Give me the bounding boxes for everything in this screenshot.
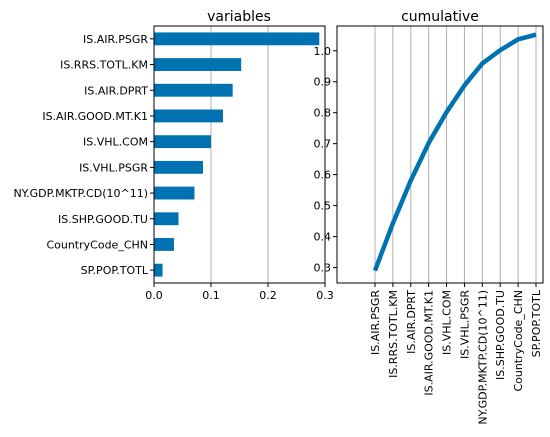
bar-8 bbox=[154, 238, 174, 251]
right-x-tick-label: IS.AIR.PSGR bbox=[369, 290, 382, 355]
left-category-label: NY.GDP.MKTP.CD(10^11) bbox=[13, 187, 148, 200]
right-x-tick-label: NY.GDP.MKTP.CD(10^11) bbox=[476, 290, 489, 425]
right-x-tick-label: CountryCode_CHN bbox=[512, 290, 525, 392]
left-x-tick-label: 0.1 bbox=[202, 289, 220, 302]
left-category-label: IS.SHP.GOOD.TU bbox=[58, 213, 148, 226]
cumulative-line bbox=[372, 32, 537, 272]
right-x-tick-label: IS.RRS.TOTL.KM bbox=[387, 290, 400, 378]
bar-4 bbox=[154, 135, 211, 149]
right-y-tick-label: 0.6 bbox=[314, 169, 332, 182]
left-category-label: IS.AIR.GOOD.MT.K1 bbox=[42, 110, 148, 123]
right-y-tick-label: 0.4 bbox=[314, 231, 332, 244]
bar-3 bbox=[154, 109, 223, 123]
left-x-tick-label: 0.2 bbox=[259, 289, 277, 302]
left-x-tick-label: 0.3 bbox=[316, 289, 334, 302]
right-x-tick-label: IS.AIR.GOOD.MT.K1 bbox=[423, 290, 436, 396]
left-bar-chart: IS.AIR.PSGR IS.RRS.TOTL.KM IS.AIR.DPRT IS.A… bbox=[13, 25, 334, 302]
right-x-tick-label: IS.SHP.GOOD.TU bbox=[494, 290, 507, 380]
left-category-label: IS.VHL.COM bbox=[83, 136, 148, 149]
left-chart-title: variables bbox=[207, 9, 271, 25]
right-x-tick-label: IS.VHL.PSGR bbox=[458, 290, 471, 359]
left-category-label: IS.AIR.PSGR bbox=[83, 33, 148, 46]
left-category-label: IS.AIR.DPRT bbox=[84, 84, 148, 97]
right-line-chart: 0.3 0.4 0.5 0.6 0.7 0.8 0.9 1.0 IS.AIR.PSGR IS.RR… bbox=[314, 25, 544, 425]
bar-7 bbox=[154, 212, 179, 226]
bar-9 bbox=[154, 263, 163, 277]
bar-2 bbox=[154, 83, 233, 97]
bar-0 bbox=[154, 32, 320, 46]
left-category-label: IS.RRS.TOTL.KM bbox=[60, 59, 148, 72]
left-category-label: CountryCode_CHN bbox=[46, 238, 148, 251]
right-chart-title: cumulative bbox=[401, 9, 479, 25]
bar-5 bbox=[154, 160, 204, 174]
right-y-tick-label: 0.3 bbox=[314, 262, 332, 275]
right-y-tick-label: 0.5 bbox=[314, 200, 332, 213]
right-axes-frame bbox=[336, 25, 544, 284]
bar-6 bbox=[154, 186, 195, 200]
left-axes-frame bbox=[153, 25, 326, 284]
right-y-tick-label: 0.7 bbox=[314, 138, 332, 151]
right-x-tick-label: IS.AIR.DPRT bbox=[405, 290, 418, 354]
left-x-tick-label: 0.0 bbox=[145, 289, 163, 302]
right-y-tick-label: 1.0 bbox=[314, 45, 332, 58]
right-y-tick-label: 0.8 bbox=[314, 107, 332, 120]
right-x-tick-label: IS.VHL.COM bbox=[441, 290, 454, 355]
right-x-tick-label: SP.POP.TOTL bbox=[530, 289, 543, 357]
right-y-tick-label: 0.9 bbox=[314, 76, 332, 89]
bar-1 bbox=[154, 58, 242, 71]
left-category-label: SP.POP.TOTL bbox=[81, 264, 149, 277]
left-category-label: IS.VHL.PSGR bbox=[79, 161, 148, 174]
